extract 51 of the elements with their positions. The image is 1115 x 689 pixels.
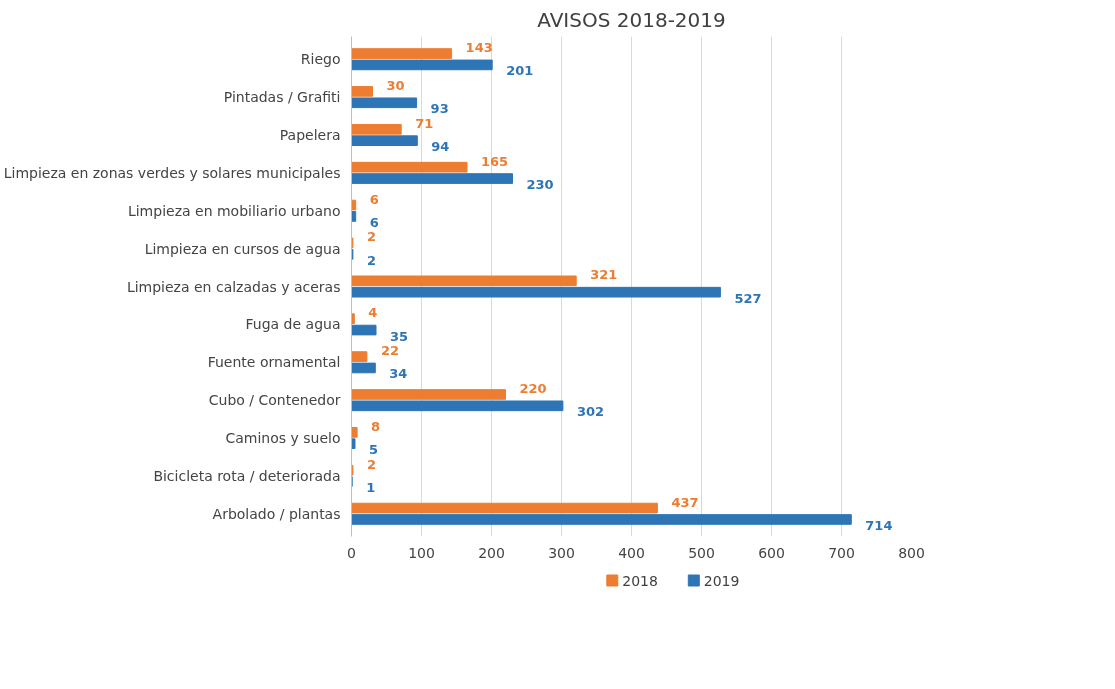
legend-label: 2019 <box>703 572 740 589</box>
y-tick-label: Cubo / Contenedor <box>208 392 341 409</box>
y-tick-label: Pintadas / Grafiti <box>223 89 341 106</box>
x-tick-label: 500 <box>688 544 715 561</box>
data-label: 220 <box>519 380 547 396</box>
data-label: 93 <box>430 101 449 117</box>
x-tick-label: 800 <box>898 544 925 561</box>
y-tick-label: Fuga de agua <box>245 316 341 333</box>
y-tick-label: Bicicleta rota / deteriorada <box>153 467 341 484</box>
data-label: 527 <box>734 290 762 306</box>
x-tick-label: 0 <box>347 544 356 561</box>
data-label: 94 <box>431 139 450 155</box>
data-label: 5 <box>369 442 379 458</box>
data-label: 165 <box>481 153 509 169</box>
y-tick-label: Limpieza en zonas verdes y solares municipales <box>3 164 341 181</box>
data-label: 302 <box>576 404 605 420</box>
data-label: 321 <box>590 267 618 283</box>
y-tick-label: Riego <box>300 51 341 68</box>
data-label: 34 <box>389 366 408 382</box>
data-label: 71 <box>415 115 434 131</box>
y-tick-label: Caminos y suelo <box>225 430 341 447</box>
y-tick-label: Limpieza en cursos de agua <box>144 240 341 257</box>
y-tick-label: Limpieza en calzadas y aceras <box>126 278 341 295</box>
data-label: 6 <box>369 214 379 230</box>
x-tick-label: 300 <box>548 544 575 561</box>
data-label: 1 <box>366 480 376 496</box>
x-tick-label: 400 <box>618 544 645 561</box>
x-tick-label: 200 <box>478 544 505 561</box>
chart-title: AVISOS 2018-2019 <box>537 7 726 32</box>
data-label: 230 <box>526 177 554 193</box>
data-label: 2 <box>366 229 376 245</box>
legend-label: 2018 <box>622 572 658 589</box>
y-tick-label: Papelera <box>279 126 341 143</box>
data-label: 201 <box>506 63 534 79</box>
data-label: 143 <box>465 40 493 56</box>
data-label: 6 <box>369 191 379 207</box>
y-tick-label: Fuente ornamental <box>207 354 341 371</box>
x-tick-label: 100 <box>408 544 435 561</box>
data-label: 22 <box>380 343 399 359</box>
x-tick-label: 700 <box>828 544 855 561</box>
data-label: 714 <box>865 517 893 533</box>
data-label: 35 <box>390 328 409 344</box>
data-label: 30 <box>386 77 405 93</box>
data-label: 8 <box>371 418 381 434</box>
data-label: 2 <box>366 252 376 268</box>
y-tick-label: Limpieza en mobiliario urbano <box>127 202 341 219</box>
data-label: 437 <box>671 494 699 510</box>
x-tick-label: 600 <box>758 544 785 561</box>
data-label: 2 <box>366 456 376 472</box>
data-label: 4 <box>368 305 378 321</box>
y-tick-label: Arbolado / plantas <box>212 505 341 522</box>
